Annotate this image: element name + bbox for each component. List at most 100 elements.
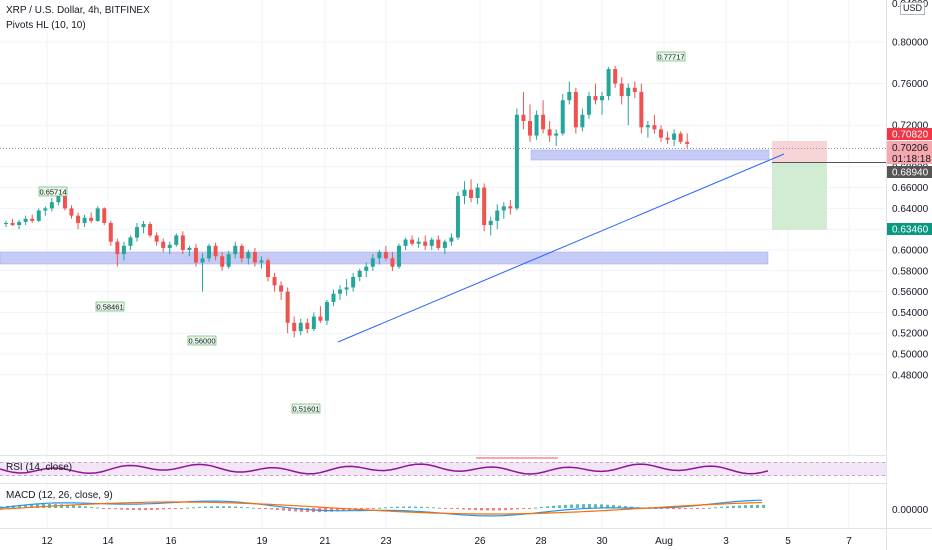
macd-bar <box>696 508 699 509</box>
macd-bar <box>300 508 303 512</box>
macd-bar <box>102 508 105 509</box>
macd-bar <box>612 505 615 508</box>
candle <box>266 258 270 282</box>
macd-bar <box>672 508 675 510</box>
svg-text:0.56000: 0.56000 <box>188 337 215 346</box>
candle <box>344 279 349 296</box>
macd-bar <box>42 503 45 508</box>
candle <box>193 243 198 267</box>
macd-bar <box>132 508 135 511</box>
price-axis-label: 0.60000 <box>892 246 929 257</box>
candle <box>423 235 428 250</box>
pivot-label: 0.77717 <box>656 51 686 62</box>
indicator-legend-rsi[interactable]: RSI (14, close) <box>6 462 73 473</box>
pivot-label: 0.56000 <box>187 335 217 346</box>
candle <box>279 281 284 300</box>
candle <box>102 207 107 226</box>
macd-bar <box>336 508 339 512</box>
candle <box>246 250 251 265</box>
symbol-title[interactable]: XRP / U.S. Dollar, 4h, BITFINEX <box>6 5 150 16</box>
svg-text:0.65714: 0.65714 <box>39 188 66 197</box>
candle <box>462 181 467 205</box>
candle <box>207 243 212 262</box>
macd-bar <box>456 508 459 510</box>
macd-bar <box>708 507 711 509</box>
macd-bar <box>120 508 123 510</box>
macd-bar <box>714 507 717 509</box>
macd-bar <box>84 506 87 508</box>
price-axis-label: 0.56000 <box>892 287 929 298</box>
macd-bar <box>342 508 345 511</box>
macd-bar <box>216 506 219 508</box>
macd-bar <box>516 508 519 510</box>
candle <box>311 312 316 332</box>
time-axis-label: 30 <box>596 536 608 547</box>
macd-bar <box>90 506 93 508</box>
macd-bar <box>474 508 477 511</box>
macd-bar <box>570 504 573 508</box>
macd-bar <box>468 508 471 510</box>
candle <box>370 254 375 271</box>
svg-text:0.77717: 0.77717 <box>657 53 684 62</box>
svg-text:0.68940: 0.68940 <box>892 168 929 179</box>
candle <box>338 285 343 300</box>
macd-bar <box>564 504 567 508</box>
trendline[interactable] <box>337 153 785 343</box>
macd-bar <box>150 508 153 510</box>
candle <box>586 91 591 119</box>
stop-loss-area[interactable] <box>772 141 827 162</box>
price-axis-label: 0.76000 <box>892 79 929 90</box>
macd-bar <box>504 508 507 511</box>
candle <box>554 129 559 146</box>
price-axis-label: 0.58000 <box>892 266 929 277</box>
candle <box>364 262 369 278</box>
macd-bar <box>444 508 447 509</box>
candle <box>17 219 22 230</box>
resistance-zone[interactable] <box>530 149 770 161</box>
candle <box>606 66 611 101</box>
pivot-label: 0.65714 <box>38 186 68 197</box>
time-axis-label: 23 <box>380 536 392 547</box>
macd-bar <box>294 508 297 512</box>
stop-price-tag: 0.70820 <box>887 128 932 141</box>
candle <box>10 218 15 227</box>
candle <box>528 104 532 142</box>
indicator-legend-macd[interactable]: MACD (12, 26, close, 9) <box>6 490 113 501</box>
candle <box>639 83 644 134</box>
price-axis-label: 0.80000 <box>892 38 929 49</box>
time-axis-label: 19 <box>256 536 268 547</box>
candle <box>298 318 303 336</box>
candle <box>573 87 578 134</box>
macd-bar <box>480 508 483 511</box>
candle <box>4 220 8 228</box>
take-profit-area[interactable] <box>772 162 827 230</box>
candle <box>239 243 244 263</box>
macd-bar <box>36 504 39 508</box>
candle <box>410 235 415 246</box>
macd-bar <box>450 508 453 509</box>
candle <box>429 237 434 250</box>
macd-bar <box>378 507 381 509</box>
macd-bar <box>510 508 513 510</box>
macd-bar <box>222 506 225 508</box>
price-axis-label: 0.50000 <box>892 350 929 361</box>
macd-bar <box>732 505 735 508</box>
time-axis-label: 28 <box>535 536 547 547</box>
candle <box>331 289 336 307</box>
indicator-legend-pivots[interactable]: Pivots HL (10, 10) <box>6 20 86 31</box>
macd-bar <box>600 504 603 508</box>
macd-bar <box>660 508 663 509</box>
macd-bar <box>408 506 411 508</box>
macd-bar <box>96 507 99 509</box>
rsi-line <box>0 463 769 475</box>
svg-text:0.63460: 0.63460 <box>892 225 929 236</box>
macd-bar <box>30 504 33 508</box>
macd-bar <box>684 508 687 510</box>
macd-bar <box>162 508 165 510</box>
candle <box>442 239 447 255</box>
candle <box>397 243 401 269</box>
svg-text:0.70206: 0.70206 <box>892 143 929 154</box>
candle <box>220 252 225 271</box>
macd-bar <box>18 504 21 508</box>
